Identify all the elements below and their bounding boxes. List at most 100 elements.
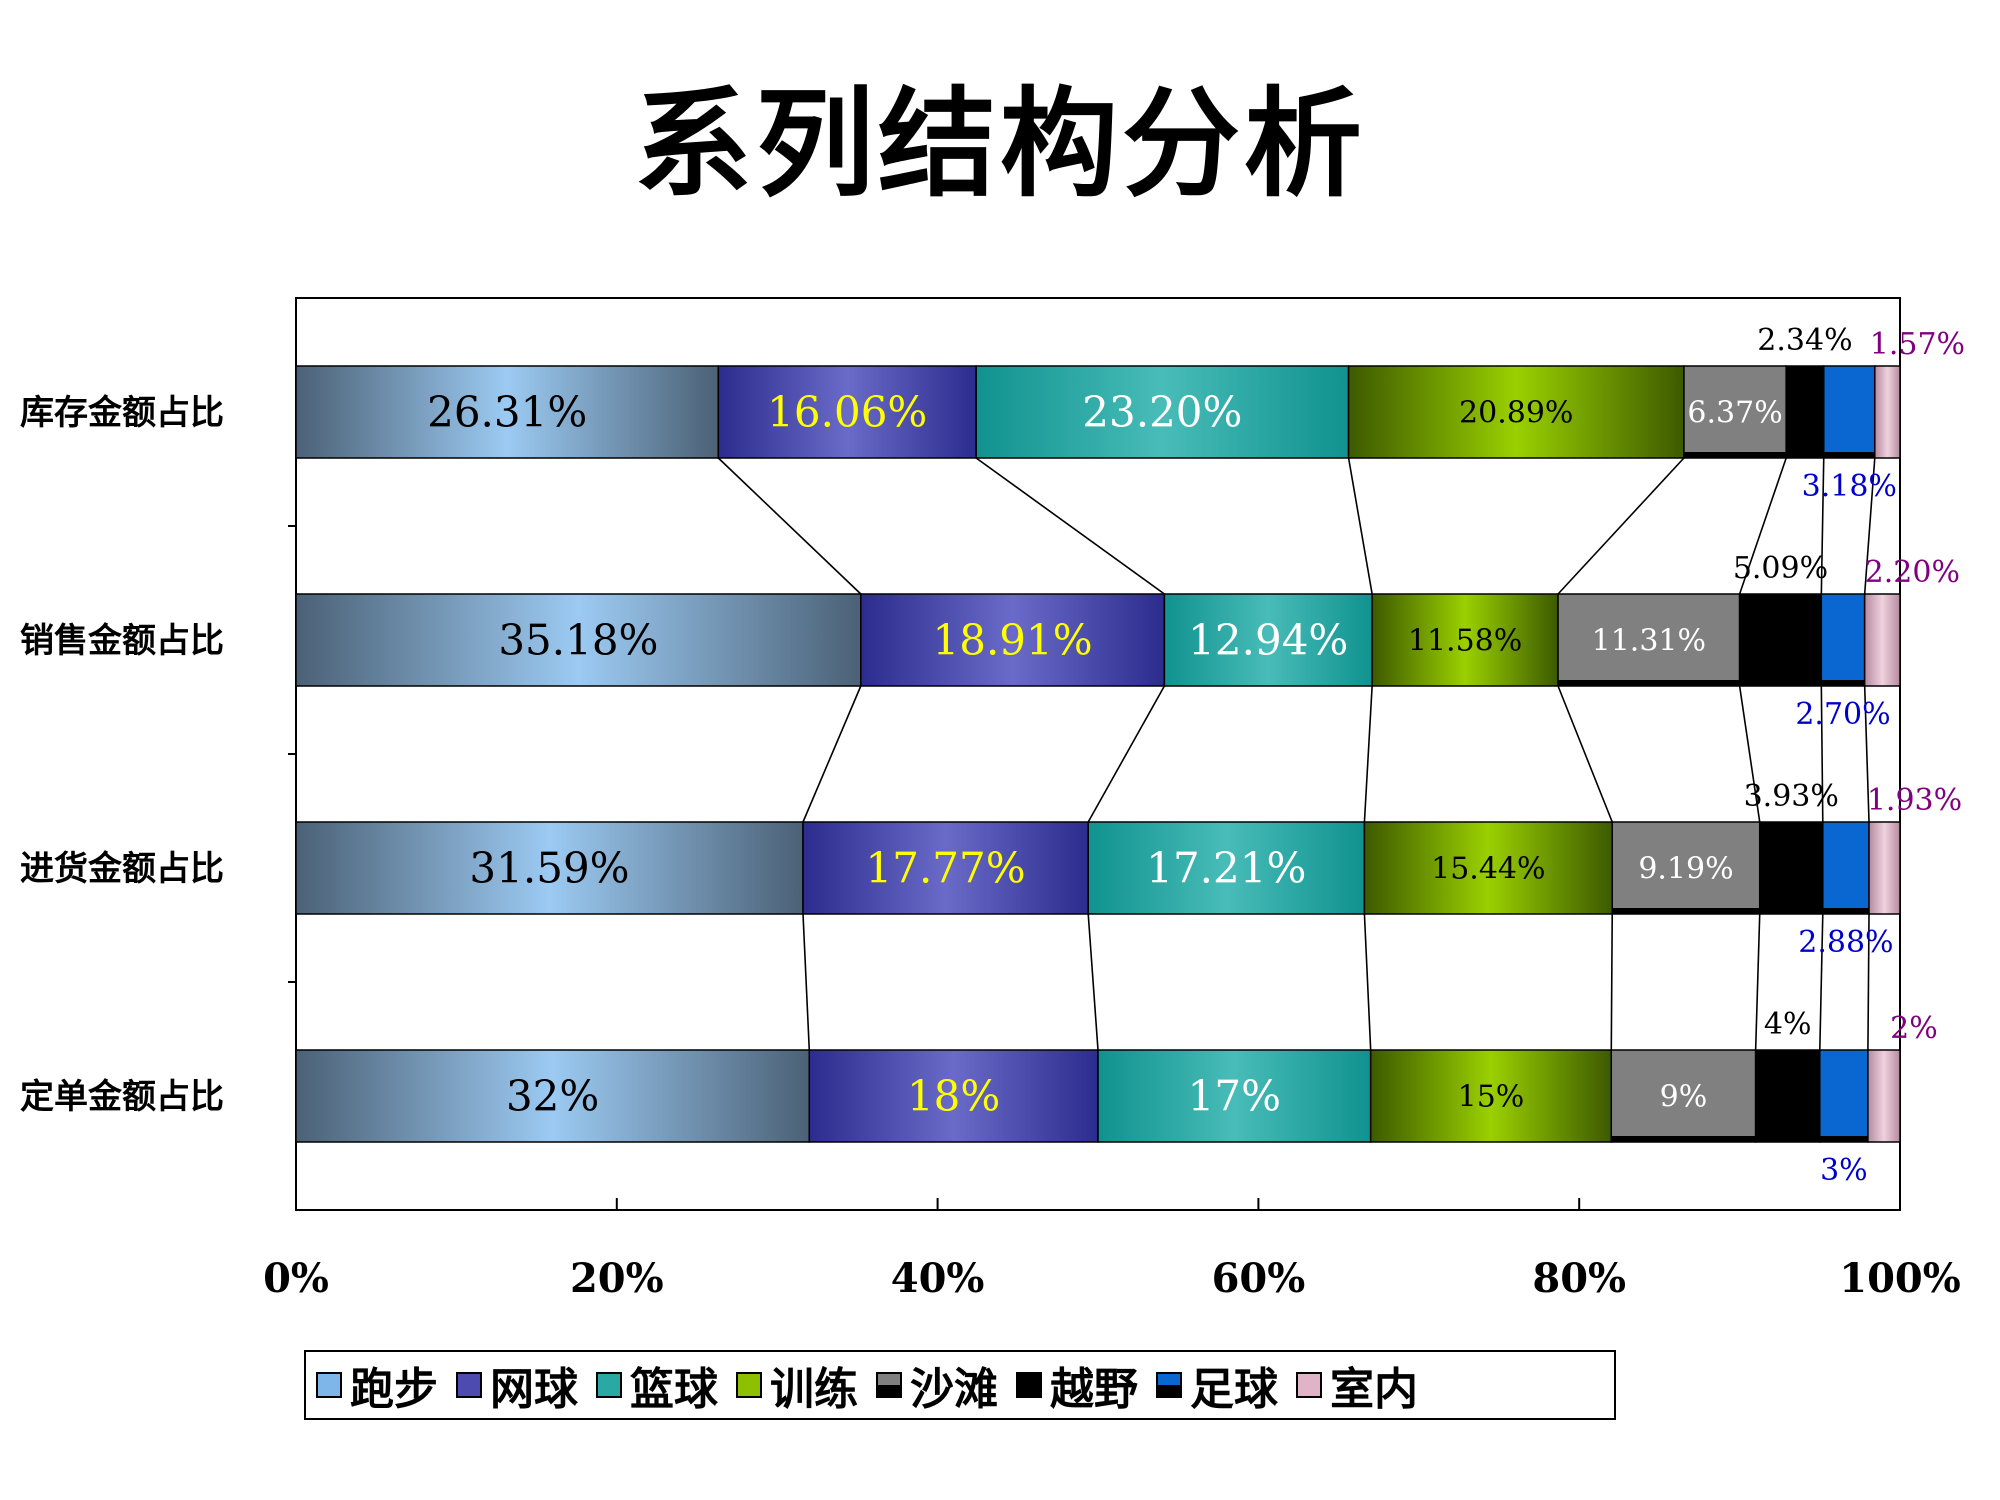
bar-segment-football-strip — [1823, 452, 1875, 458]
data-label-training: 11.58% — [1408, 624, 1522, 659]
data-label-indoor: 1.57% — [1870, 327, 1965, 362]
data-label-basketball: 17% — [1188, 1072, 1281, 1121]
legend-item-football: 足球 — [1156, 1353, 1278, 1417]
data-label-football: 3% — [1820, 1153, 1868, 1188]
legend-item-offroad: 越野 — [1016, 1353, 1138, 1417]
bar-segment-training — [1363, 821, 1613, 915]
legend-label: 室内 — [1330, 1364, 1418, 1415]
bar-segment-run — [295, 593, 862, 687]
connector-line — [1754, 913, 1761, 1051]
data-label-offroad: 3.93% — [1744, 779, 1839, 814]
chart-title: 系列结构分析 — [633, 75, 1366, 213]
data-label-football: 2.70% — [1795, 697, 1890, 732]
data-label-tennis: 18% — [907, 1072, 1000, 1121]
bar-segment-offroad — [1785, 365, 1825, 459]
connector-line — [1820, 685, 1824, 823]
bar-segment-training — [1371, 593, 1559, 687]
bar-segment-run — [295, 365, 720, 459]
data-label-beach: 9% — [1660, 1080, 1708, 1115]
data-label-offroad: 4% — [1764, 1007, 1812, 1042]
data-label-basketball: 23.20% — [1082, 388, 1242, 437]
data-label-indoor: 1.93% — [1867, 783, 1962, 818]
data-label-beach: 11.31% — [1592, 624, 1706, 659]
bar-segment-basketball — [1097, 1049, 1372, 1143]
data-label-football: 3.18% — [1802, 469, 1897, 504]
bar-segment-basketball — [1087, 821, 1366, 915]
legend-swatch-indoor — [1296, 1372, 1322, 1398]
legend-label: 足球 — [1190, 1364, 1278, 1415]
data-label-basketball: 17.21% — [1146, 844, 1306, 893]
data-label-run: 31.59% — [469, 844, 629, 893]
legend-label: 网球 — [490, 1364, 578, 1415]
legend-swatch-training — [736, 1372, 762, 1398]
data-label-basketball: 12.94% — [1188, 616, 1348, 665]
connector-lines — [717, 457, 1876, 1051]
bar-segment-beach-strip — [1612, 908, 1760, 914]
bar-segment-offroad — [1738, 593, 1823, 687]
legend-swatch-tennis — [456, 1372, 482, 1398]
connector-line — [802, 685, 862, 823]
connector-line — [1738, 685, 1761, 823]
connector-line — [1820, 457, 1825, 595]
connector-line — [1863, 685, 1870, 823]
bar-segment-football-strip — [1822, 908, 1870, 914]
bar-segment-tennis — [717, 365, 977, 459]
legend-swatch-run — [316, 1372, 342, 1398]
legend-item-tennis: 网球 — [456, 1353, 578, 1417]
data-label-offroad: 2.34% — [1757, 323, 1852, 358]
connector-line — [1557, 685, 1613, 823]
connector-line — [975, 457, 1165, 595]
bar-segment-football — [1819, 1049, 1869, 1143]
x-tick-label: 0% — [263, 1255, 329, 1302]
legend-item-training: 训练 — [736, 1353, 858, 1417]
bars-group — [295, 365, 1901, 1143]
connector-line — [1087, 913, 1099, 1051]
bar-segment-football — [1822, 821, 1870, 915]
legend-item-indoor: 室内 — [1296, 1353, 1418, 1417]
bar-segment-beach — [1610, 1049, 1757, 1143]
category-label: 定单金额占比 — [20, 1077, 224, 1117]
bar-segment-football — [1820, 593, 1866, 687]
legend-item-run: 跑步 — [316, 1353, 438, 1417]
bar-segment-football-strip — [1821, 680, 1865, 686]
legend-swatch-football — [1156, 1372, 1182, 1398]
connector-line — [1863, 457, 1876, 595]
bar-segment-tennis — [860, 593, 1166, 687]
bar-segment-football — [1822, 365, 1876, 459]
data-label-run: 32% — [506, 1072, 599, 1121]
connector-line — [1738, 457, 1787, 595]
bar-segment-offroad — [1758, 821, 1824, 915]
connector-line — [1819, 913, 1824, 1051]
data-label-training: 15% — [1458, 1080, 1525, 1115]
bar-segment-beach — [1611, 821, 1761, 915]
data-label-tennis: 18.91% — [933, 616, 1093, 665]
bar-segment-training — [1369, 1049, 1613, 1143]
connector-line — [1087, 685, 1166, 823]
data-label-tennis: 17.77% — [866, 844, 1026, 893]
bar-segment-beach-strip — [1611, 1136, 1756, 1142]
data-label-run: 26.31% — [427, 388, 587, 437]
bar-segment-indoor — [1863, 593, 1901, 687]
connector-line — [1363, 685, 1373, 823]
bar-segment-tennis — [802, 821, 1089, 915]
x-tick-label: 80% — [1532, 1255, 1626, 1302]
category-label: 库存金额占比 — [20, 393, 224, 433]
x-tick-label: 60% — [1212, 1255, 1306, 1302]
category-label: 销售金额占比 — [20, 621, 224, 661]
connector-line — [802, 913, 811, 1051]
legend-label: 跑步 — [350, 1364, 438, 1415]
bar-segment-indoor — [1868, 821, 1901, 915]
connector-line — [1347, 457, 1373, 595]
data-label-indoor: 2% — [1890, 1011, 1938, 1046]
x-tick-label: 100% — [1839, 1255, 1961, 1302]
legend-swatch-offroad — [1016, 1372, 1042, 1398]
legend-item-basketball: 篮球 — [596, 1353, 718, 1417]
legend-item-beach: 沙滩 — [876, 1353, 998, 1417]
x-axis: 0% 20% 40% 60% 80% 100% — [263, 525, 1961, 1302]
bar-segment-indoor — [1867, 1049, 1901, 1143]
legend: 跑步 网球 篮球 训练 沙滩 越野 足球 室内 — [304, 1350, 1616, 1420]
stacked-bar-chart: 0% 20% 40% 60% 80% 100% 库存金额占比 26.31% 16.06% 23.… — [20, 297, 1965, 1302]
legend-swatch-beach — [876, 1372, 902, 1398]
connector-line — [1363, 913, 1372, 1051]
legend-label: 篮球 — [630, 1364, 718, 1415]
